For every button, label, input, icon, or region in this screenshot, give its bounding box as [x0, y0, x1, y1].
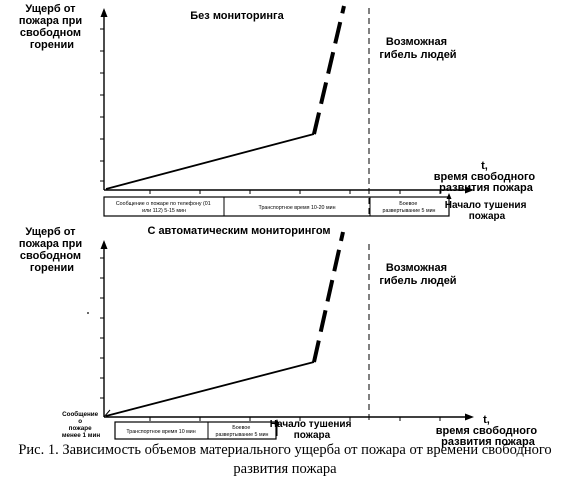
top-x-label: t, время свободного развития пожара	[434, 160, 538, 194]
top-damage-surge	[312, 5, 346, 135]
bottom-report-label: Сообщение о пожаре менее 1 мин	[62, 410, 100, 439]
figure-caption: Рис. 1. Зависимость объемов материальног…	[0, 441, 570, 479]
scan-speck	[87, 312, 89, 314]
bottom-report-arrow	[103, 409, 111, 418]
bottom-phase-transport: Транспортное время 10 мин	[126, 429, 195, 435]
bottom-death-label: Возможная гибель людей	[379, 262, 456, 287]
bottom-x-ticks	[149, 417, 441, 421]
top-panel: Ущерб от пожара при свободном горении Бе…	[19, 3, 538, 222]
top-y-axis-arrow	[100, 8, 108, 17]
top-phase-report: Сообщение о пожаре по телефону (01 или 1…	[116, 201, 212, 214]
bottom-phase-bar: Транспортное время 10 мин Боевое разверт…	[114, 421, 277, 440]
top-x-axis-arrow	[465, 186, 474, 194]
bottom-x-axis-arrow	[465, 413, 474, 421]
caption-line-1: Рис. 1. Зависимость объемов материальног…	[18, 442, 552, 458]
top-start-arrowhead	[446, 193, 452, 199]
bottom-damage-surge	[312, 231, 345, 363]
bottom-damage-line	[105, 361, 315, 417]
top-y-label: Ущерб от пожара при свободном горении	[19, 3, 85, 51]
caption-line-2: развития пожара	[233, 461, 337, 477]
top-phase-deploy: Боевое развертывание 5 мин	[383, 201, 436, 214]
bottom-panel: Ущерб от пожара при свободном горении С …	[19, 225, 540, 448]
top-damage-line	[105, 133, 315, 190]
bottom-phase-deploy: Боевое развертывание 5 мин	[216, 425, 269, 438]
bottom-y-axis-arrow	[100, 240, 108, 249]
top-x-ticks	[149, 190, 441, 194]
top-death-label: Возможная гибель людей	[379, 36, 456, 61]
bottom-start-label: Начало тушения пожара	[270, 419, 354, 441]
top-phase-transport: Транспортное время 10-20 мин	[259, 205, 336, 211]
bottom-start-arrowhead	[274, 419, 280, 425]
bottom-panel-title: С автоматическим мониторингом	[147, 225, 330, 237]
bottom-y-ticks	[100, 257, 104, 399]
bottom-x-label: t, время свободного развития пожара	[436, 414, 540, 448]
bottom-y-label: Ущерб от пожара при свободном горении	[19, 226, 85, 274]
top-start-label: Начало тушения пожара	[445, 200, 529, 222]
top-y-ticks	[100, 28, 104, 182]
top-phase-bar: Сообщение о пожаре по телефону (01 или 1…	[103, 196, 450, 217]
top-panel-title: Без мониторинга	[190, 10, 284, 22]
